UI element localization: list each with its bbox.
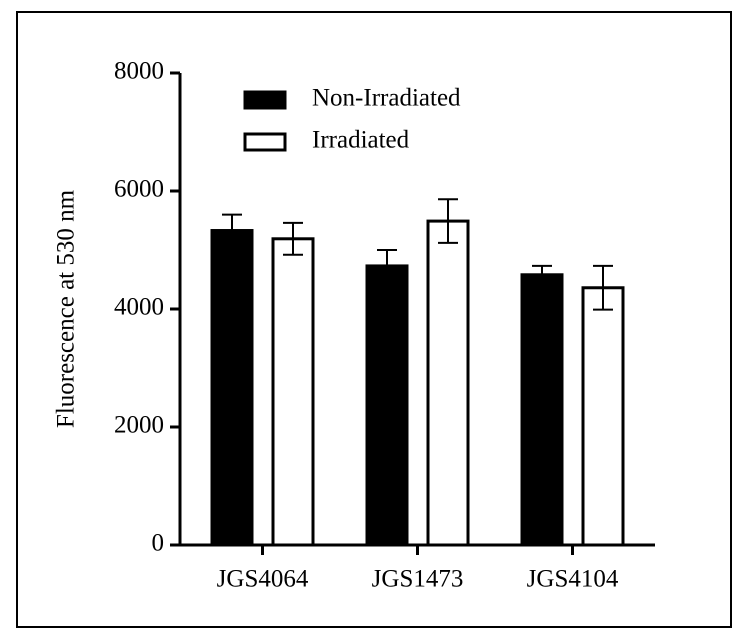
y-tick-label: 6000: [114, 176, 164, 203]
legend-label: Irradiated: [312, 127, 410, 154]
bar: [581, 286, 625, 547]
bar: [520, 273, 564, 547]
error-bar: [438, 198, 458, 244]
bar: [365, 264, 409, 547]
error-bar: [377, 249, 397, 283]
y-tick-label: 0: [152, 530, 165, 557]
y-axis-label: Fluorescence at 530 nm: [53, 189, 80, 428]
error-bar: [593, 264, 613, 311]
y-tick-label: 2000: [114, 412, 164, 439]
legend-label: Non-Irradiated: [312, 85, 461, 112]
x-tick-label: JGS4104: [527, 566, 619, 593]
bar: [271, 237, 315, 547]
y-tick-label: 8000: [114, 58, 164, 85]
x-tick-label: JGS4064: [217, 566, 309, 593]
y-tick-label: 4000: [114, 294, 164, 321]
error-bar: [283, 221, 303, 256]
x-tick-label: JGS1473: [372, 566, 464, 593]
legend-swatch: [243, 90, 287, 110]
bar: [210, 229, 254, 547]
bar: [426, 219, 470, 547]
frame: [16, 11, 732, 628]
error-bar: [532, 264, 552, 285]
error-bar: [222, 213, 242, 248]
legend-swatch: [243, 132, 287, 152]
